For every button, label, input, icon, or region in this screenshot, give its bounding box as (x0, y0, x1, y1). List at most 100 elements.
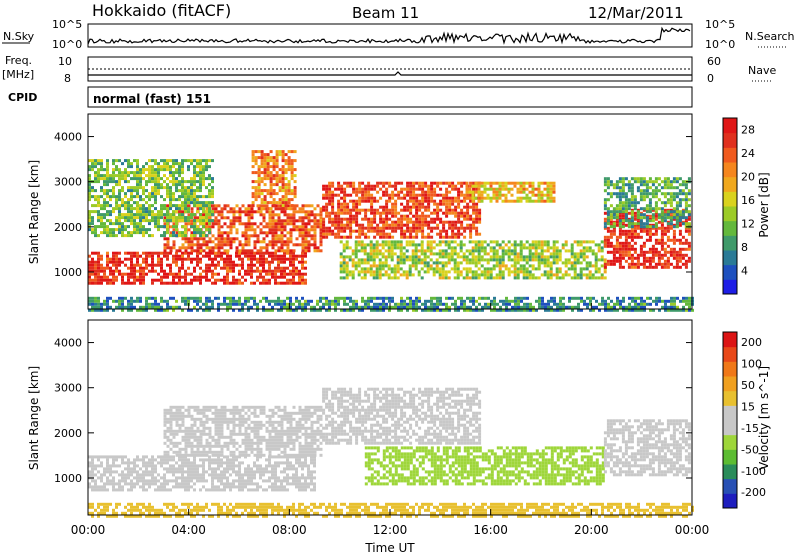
heat-cell (451, 220, 455, 224)
heat-cell (253, 231, 257, 235)
heat-cell (675, 201, 679, 205)
heat-cell (633, 214, 637, 218)
heat-cell (187, 189, 190, 193)
heat-cell (289, 272, 292, 276)
cpid-panel: CPID normal (fast) 151 (8, 86, 693, 108)
heat-cell (472, 211, 476, 215)
heat-cell (208, 201, 211, 205)
heat-cell (624, 204, 628, 208)
heat-cell (196, 201, 199, 205)
heat-cell (657, 189, 661, 193)
heat-cell (648, 226, 652, 230)
heat-cell (211, 210, 214, 214)
heat-cell (624, 244, 628, 248)
heat-cell (364, 208, 368, 212)
heat-cell (244, 269, 247, 273)
heat-cell (235, 249, 239, 253)
heat-cell (274, 299, 277, 303)
heat-cell (346, 193, 350, 197)
heat-cell (250, 272, 253, 276)
heat-cell (304, 299, 307, 303)
heat-cell (334, 223, 338, 227)
heat-cell (148, 296, 151, 300)
heat-cell (547, 302, 550, 306)
heat-cell (280, 237, 284, 241)
heat-cell (609, 220, 613, 224)
heat-cell (636, 232, 640, 236)
heat-cell (537, 196, 541, 200)
heat-cell (642, 253, 646, 257)
heat-cell (396, 243, 400, 247)
heat-cell (160, 269, 163, 273)
heat-cell (420, 261, 424, 265)
heat-cell (460, 305, 463, 309)
heat-cell (657, 198, 661, 202)
heat-cell (436, 214, 440, 218)
heat-cell (124, 219, 127, 223)
heat-cell (271, 243, 275, 247)
heat-cell (657, 226, 661, 230)
heat-cell (94, 180, 97, 184)
heat-cell (269, 201, 273, 205)
heat-cell (238, 213, 242, 217)
heat-cell (627, 241, 631, 245)
heat-cell (166, 195, 169, 199)
heat-cell (456, 273, 460, 277)
heat-cell (382, 211, 386, 215)
heat-cell (516, 258, 520, 262)
heat-cell (648, 232, 652, 236)
heat-cell (648, 180, 652, 184)
heat-cell (588, 273, 592, 277)
heat-cell (91, 281, 94, 285)
heat-cell (97, 263, 100, 267)
heat-cell (106, 228, 109, 232)
heat-cell (241, 266, 244, 270)
heat-cell (127, 299, 130, 303)
heat-cell (199, 305, 202, 309)
heat-cell (471, 261, 475, 265)
heat-cell (594, 264, 598, 268)
heat-cell (600, 273, 604, 277)
heat-cell (331, 202, 335, 206)
heat-cell (340, 190, 344, 194)
heat-cell (639, 195, 643, 199)
heat-cell (292, 281, 295, 285)
heat-cell (465, 196, 469, 200)
heat-cell (310, 308, 313, 312)
heat-cell (523, 308, 526, 312)
heat-cell (265, 210, 269, 214)
heat-cell (678, 229, 682, 233)
heat-cell (97, 266, 100, 270)
heat-cell (205, 216, 208, 220)
heat-cell (406, 181, 410, 185)
heat-cell (609, 183, 613, 187)
heat-cell (139, 198, 142, 202)
heat-cell (469, 299, 472, 303)
heat-cell (181, 201, 184, 205)
heat-cell (196, 237, 200, 241)
heat-cell (163, 272, 166, 276)
heat-cell (663, 262, 667, 266)
heat-cell (88, 281, 91, 285)
heat-cell (474, 264, 478, 268)
heat-cell (257, 180, 261, 184)
heat-cell (109, 272, 112, 276)
heat-cell (603, 217, 607, 221)
heat-cell (202, 195, 205, 199)
heat-cell (202, 249, 206, 253)
heat-cell (274, 207, 278, 211)
heat-cell (331, 181, 335, 185)
heat-cell (537, 199, 541, 203)
heat-cell (169, 305, 172, 309)
heat-cell (106, 174, 109, 178)
heat-cell (130, 210, 133, 214)
heat-cell (275, 177, 279, 181)
heat-cell (517, 299, 520, 303)
heat-cell (268, 281, 271, 285)
heat-cell (130, 192, 133, 196)
heat-cell (97, 251, 100, 255)
heat-cell (355, 208, 359, 212)
heat-cell (418, 214, 422, 218)
heat-cell (316, 213, 320, 217)
heat-cell (190, 210, 194, 214)
